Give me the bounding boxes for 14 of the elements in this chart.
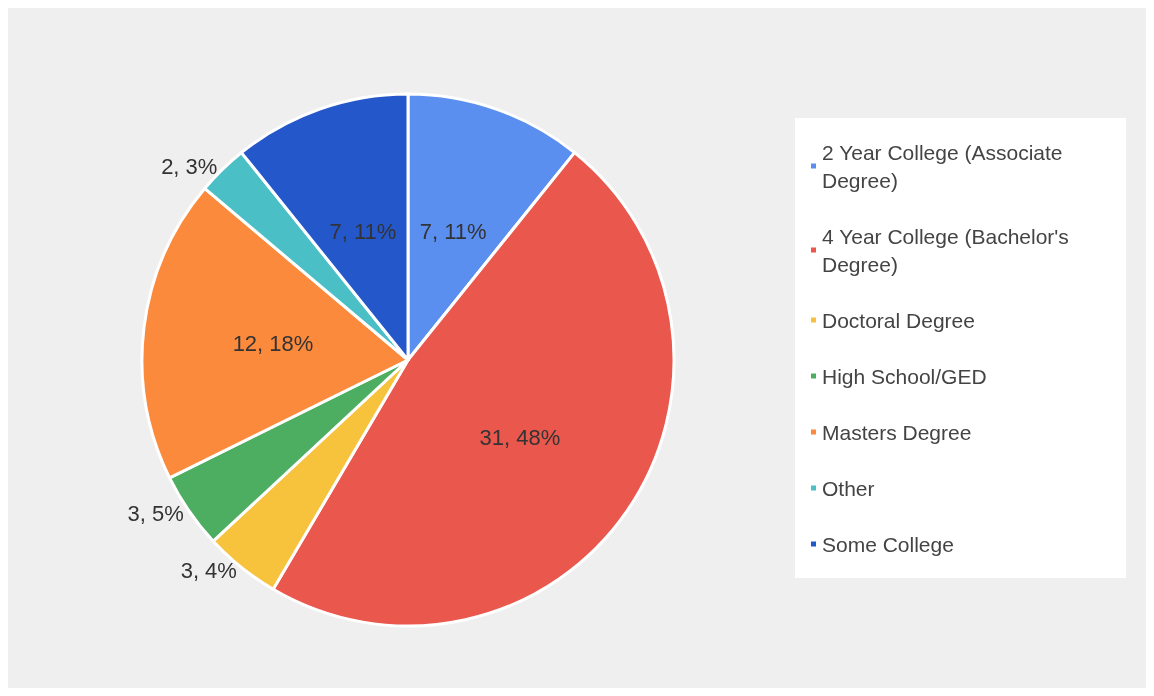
legend-label: 2 Year College (Associate Degree)	[822, 140, 1069, 192]
data-label: 2, 3%	[161, 154, 218, 180]
data-label: 7, 11%	[329, 219, 397, 245]
data-label: 31, 48%	[479, 424, 561, 450]
legend-label: High School/GED	[822, 364, 987, 388]
data-label: 3, 4%	[180, 558, 237, 584]
data-label: 7, 11%	[419, 219, 487, 245]
legend-label: Some College	[822, 532, 954, 556]
legend-label: 4 Year College (Bachelor's Degree)	[822, 224, 1075, 276]
legend-label: Other	[822, 476, 875, 500]
data-label: 12, 18%	[232, 331, 314, 357]
legend-label: Doctoral Degree	[822, 308, 975, 332]
data-label: 3, 5%	[127, 500, 184, 526]
legend-label: Masters Degree	[822, 420, 972, 444]
